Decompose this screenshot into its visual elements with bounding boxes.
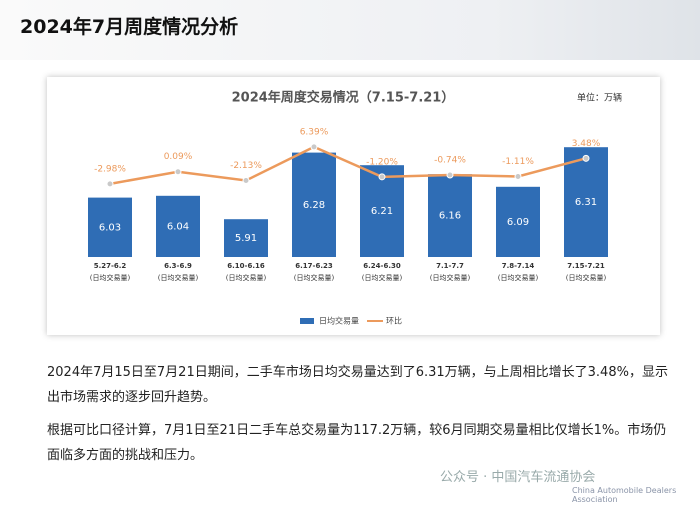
bar	[428, 174, 472, 257]
x-tick-label: 5.27-6.2	[94, 262, 127, 270]
line-point	[378, 173, 386, 181]
line-point	[174, 168, 182, 176]
legend-label: 环比	[386, 316, 402, 326]
unit: 单位：万辆	[577, 92, 622, 104]
x-tick-sublabel: (日均交易量)	[158, 273, 199, 282]
x-tick-sublabel: (日均交易量)	[566, 273, 607, 282]
x-tick-label: 7.15-7.21	[567, 262, 605, 270]
bar-value-label: 6.04	[167, 221, 189, 232]
legend-label: 日均交易量	[319, 316, 359, 326]
line-point	[106, 180, 114, 188]
bar	[88, 197, 132, 257]
bar-value-label: 6.09	[507, 217, 529, 228]
x-tick-label: 7.1-7.7	[436, 262, 464, 270]
x-tick-label: 7.8-7.14	[502, 262, 535, 270]
line-value-label: -1.11%	[502, 157, 534, 167]
line-value-label: 6.39%	[300, 127, 329, 137]
x-tick-label: 6.17-6.23	[295, 262, 333, 270]
bar	[564, 147, 608, 257]
bar	[360, 165, 404, 257]
bar	[496, 186, 540, 257]
line-value-label: -2.98%	[94, 164, 126, 174]
paragraph: 2024年7月15日至7月21日期间，二手车市场日均交易量达到了6.31万辆，与…	[47, 365, 668, 405]
x-tick-label: 6.24-6.30	[363, 262, 401, 270]
bar-value-label: 6.03	[99, 222, 121, 233]
x-tick-label: 6.10-6.16	[227, 262, 265, 270]
line-point	[446, 171, 454, 179]
line	[109, 145, 587, 186]
page-title: 2024年7月周度情况分析	[20, 16, 239, 38]
paragraph: 根据可比口径计算，7月1日至21日二手车总交易量为117.2万辆，较6月同期交易…	[47, 423, 667, 463]
line-value-label: -0.74%	[434, 156, 466, 166]
bar	[292, 152, 336, 257]
header: 2024年7月周度情况分析	[0, 0, 700, 60]
bar	[224, 219, 268, 257]
line-value-label: -2.13%	[230, 161, 262, 171]
watermark: 公众号 · 中国汽车流通协会	[440, 470, 596, 485]
x-tick-sublabel: (日均交易量)	[90, 273, 131, 282]
line-value-label: -1.20%	[366, 157, 398, 167]
line-value-label: 0.09%	[164, 152, 193, 162]
x-tick-label: 6.3-6.9	[164, 262, 192, 270]
bar-value-label: 6.31	[575, 197, 597, 208]
line-point	[310, 143, 318, 151]
x-tick-sublabel: (日均交易量)	[498, 273, 539, 282]
x-tick-sublabel: (日均交易量)	[430, 273, 471, 282]
line-point	[242, 176, 250, 184]
bar-value-label: 6.28	[303, 200, 325, 211]
x-tick-sublabel: (日均交易量)	[294, 273, 335, 282]
bar	[156, 195, 200, 257]
bar-value-label: 6.16	[439, 211, 461, 222]
x-tick-sublabel: (日均交易量)	[362, 273, 403, 282]
watermark-english: China Automobile Dealers Association	[572, 486, 677, 504]
bar-value-label: 6.21	[371, 206, 393, 217]
line-point	[582, 154, 590, 162]
chart-title: 2024年周度交易情况（7.15-7.21）	[232, 90, 455, 106]
chart-box	[47, 77, 660, 335]
x-tick-sublabel: (日均交易量)	[226, 273, 267, 282]
line-point	[514, 172, 522, 180]
line-value-label: 3.48%	[572, 139, 601, 149]
legend-swatch	[300, 318, 314, 324]
bar-value-label: 5.91	[235, 233, 257, 244]
